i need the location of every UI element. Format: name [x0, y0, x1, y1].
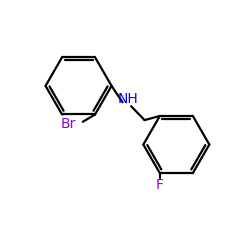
Text: Br: Br: [60, 117, 76, 131]
Text: F: F: [156, 178, 164, 192]
Text: NH: NH: [118, 92, 139, 106]
